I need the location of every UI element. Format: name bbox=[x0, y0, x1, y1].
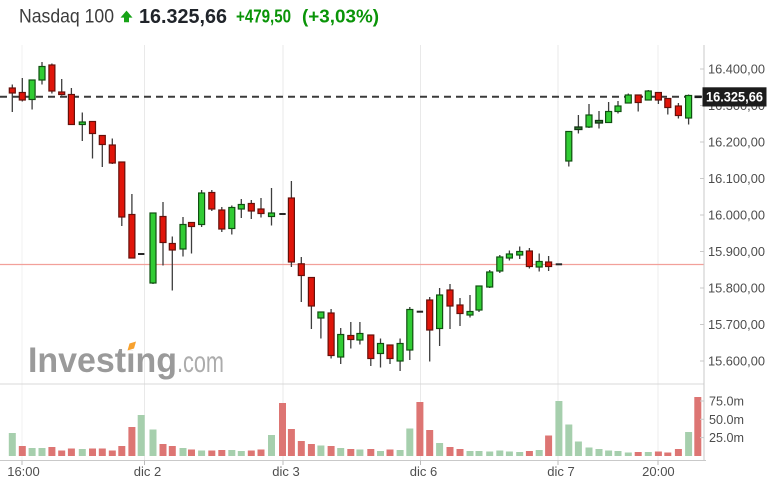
svg-text:dic 7: dic 7 bbox=[547, 464, 574, 479]
svg-text:25.0m: 25.0m bbox=[709, 430, 744, 445]
svg-text:20:00: 20:00 bbox=[642, 464, 675, 479]
svg-text:15.900,00: 15.900,00 bbox=[708, 244, 765, 259]
svg-text:15.700,00: 15.700,00 bbox=[708, 317, 765, 332]
svg-text:75.0m: 75.0m bbox=[709, 394, 744, 409]
svg-text:+479,50: +479,50 bbox=[236, 7, 291, 27]
svg-text:(+3,03%): (+3,03%) bbox=[302, 7, 379, 27]
svg-text:dic 3: dic 3 bbox=[272, 464, 299, 479]
svg-text:.com: .com bbox=[177, 346, 224, 379]
svg-text:dic 2: dic 2 bbox=[134, 464, 161, 479]
svg-text:16.200,00: 16.200,00 bbox=[708, 135, 765, 150]
svg-text:15.600,00: 15.600,00 bbox=[708, 354, 765, 369]
svg-text:16.325,66: 16.325,66 bbox=[706, 90, 763, 105]
svg-text:16:00: 16:00 bbox=[7, 464, 40, 479]
svg-text:dic 6: dic 6 bbox=[410, 464, 437, 479]
svg-text:16.000,00: 16.000,00 bbox=[708, 208, 765, 223]
svg-text:Nasdaq 100: Nasdaq 100 bbox=[19, 6, 114, 28]
svg-text:16.400,00: 16.400,00 bbox=[708, 62, 765, 77]
svg-text:15.800,00: 15.800,00 bbox=[708, 281, 765, 296]
svg-text:Investing: Investing bbox=[28, 341, 177, 380]
svg-text:16.100,00: 16.100,00 bbox=[708, 171, 765, 186]
svg-text:16.325,66: 16.325,66 bbox=[139, 6, 227, 28]
svg-text:50.0m: 50.0m bbox=[709, 412, 744, 427]
